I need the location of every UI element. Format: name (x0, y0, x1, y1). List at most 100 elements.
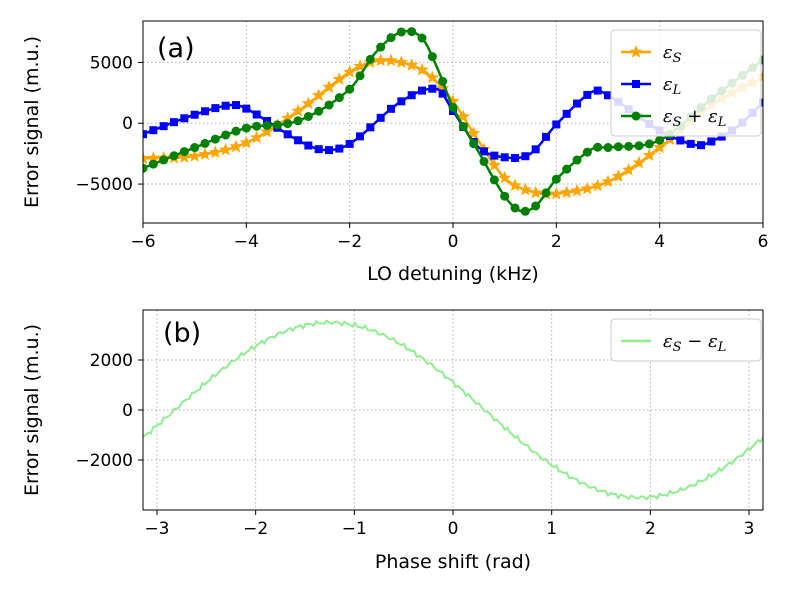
data-point (188, 149, 202, 162)
y-tick-label: −2000 (75, 451, 133, 471)
data-point (489, 175, 499, 185)
data-point (303, 111, 313, 121)
data-point (529, 185, 543, 199)
x-tick-label: −4 (234, 232, 259, 252)
data-point (325, 146, 333, 155)
data-point (312, 88, 326, 102)
panel-b-chart: −3 −2 −1 0 1 2 3 −2000 0 2000 (b) Phase shift (ra… (21, 309, 764, 573)
x-tick-label: 2 (645, 519, 656, 539)
data-point (260, 124, 274, 138)
data-point (425, 70, 439, 84)
panel-a-ticks: −6 −4 −2 0 2 4 6 −5000 0 5000 (75, 53, 768, 252)
data-point (417, 33, 427, 43)
data-point (405, 58, 419, 71)
legend-box (610, 29, 762, 137)
data-point (272, 120, 282, 130)
data-point (591, 178, 605, 192)
y-tick-label: 5000 (90, 53, 133, 73)
data-point (314, 106, 324, 116)
data-point (332, 72, 346, 85)
data-point (467, 126, 481, 140)
data-point (490, 151, 499, 160)
panel-b-series (143, 319, 763, 501)
x-tick-label: 2 (551, 232, 562, 252)
data-point (314, 145, 323, 154)
panel-a-ylabel: Error signal (m.u.) (21, 36, 43, 208)
data-point (143, 151, 150, 165)
data-point (438, 89, 447, 98)
data-point (219, 142, 233, 156)
data-point (446, 94, 460, 107)
data-point (180, 114, 189, 123)
panel-b-label: (b) (163, 318, 201, 349)
series-line (143, 319, 763, 501)
data-point (356, 132, 364, 141)
data-point (717, 132, 726, 141)
data-point (604, 91, 612, 100)
y-tick-label: 0 (122, 114, 133, 134)
data-point (407, 27, 417, 37)
x-tick-label: −2 (337, 232, 362, 252)
data-point (580, 181, 594, 195)
data-point (611, 169, 625, 183)
y-tick-label: −5000 (75, 175, 133, 195)
legend-label: εS​ − εL​ (663, 331, 726, 355)
y-tick-label: 2000 (90, 351, 133, 371)
data-point (624, 141, 634, 151)
data-point (159, 122, 168, 131)
legend-label: εS​ + εL​ (663, 106, 726, 130)
data-point (384, 53, 398, 67)
data-point (397, 97, 406, 106)
legend-label: εL​ (663, 74, 681, 98)
data-point (177, 150, 191, 163)
data-point (653, 140, 667, 154)
data-point (469, 139, 479, 149)
x-tick-label: −2 (243, 519, 268, 539)
data-point (242, 104, 251, 113)
data-point (407, 91, 416, 100)
data-point (293, 116, 303, 126)
data-point (231, 126, 241, 136)
legend-box (610, 318, 762, 362)
data-point (697, 141, 705, 150)
data-point (531, 201, 541, 211)
data-point (583, 90, 592, 99)
data-point (644, 139, 654, 149)
data-point (572, 155, 582, 165)
data-point (394, 55, 408, 69)
data-point (148, 159, 158, 169)
data-point (239, 135, 253, 149)
data-point (143, 130, 147, 139)
data-point (520, 206, 530, 216)
data-point (562, 164, 572, 174)
data-point (601, 174, 615, 188)
x-tick-label: −6 (130, 232, 155, 252)
data-point (622, 162, 636, 176)
data-point (304, 141, 313, 150)
data-point (146, 151, 160, 164)
data-point (632, 155, 646, 169)
panel-b-ticks: −3 −2 −1 0 1 2 3 −2000 0 2000 (75, 351, 754, 539)
data-point (241, 123, 251, 133)
legend-marker (629, 45, 643, 58)
data-point (345, 84, 355, 94)
data-point (456, 109, 470, 123)
data-point (386, 33, 396, 43)
data-point (593, 86, 602, 95)
data-point (365, 54, 375, 64)
data-point (438, 76, 448, 86)
data-point (613, 142, 623, 152)
data-point (283, 130, 292, 139)
x-tick-label: 3 (744, 519, 755, 539)
data-point (551, 174, 561, 184)
data-point (179, 147, 189, 157)
data-point (291, 104, 305, 117)
data-point (169, 151, 179, 161)
data-point (655, 135, 665, 145)
data-point (281, 111, 295, 124)
data-point (428, 84, 437, 93)
data-point (221, 101, 230, 110)
data-point (250, 130, 264, 144)
data-point (149, 126, 158, 135)
